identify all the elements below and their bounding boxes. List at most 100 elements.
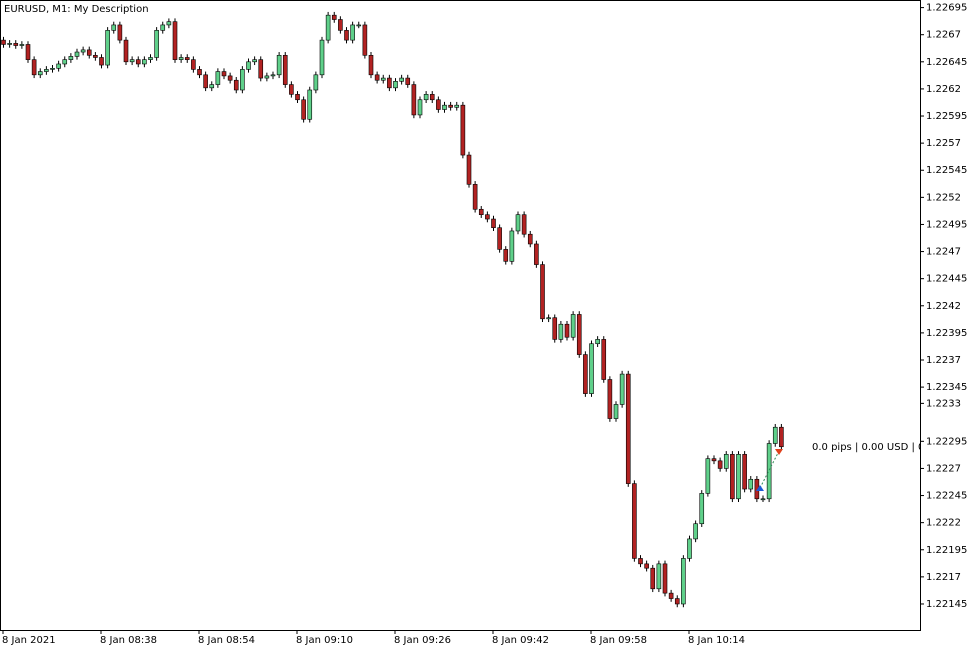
candle-body	[80, 49, 86, 53]
candle-body	[503, 249, 509, 262]
candle-body	[246, 61, 251, 70]
y-tick-label: 1.22645	[926, 57, 967, 68]
candle-body	[632, 483, 637, 559]
y-tick-label: 1.22445	[926, 274, 967, 285]
candle-body	[485, 214, 490, 220]
y-tick-label: 1.2233	[926, 398, 961, 409]
candle-body	[160, 24, 166, 31]
candle-body	[625, 373, 631, 484]
candle-body	[19, 44, 25, 46]
candle-body	[258, 59, 264, 79]
candle-body	[393, 81, 398, 89]
y-tick-label: 1.2247	[926, 247, 961, 258]
candle-body	[509, 230, 515, 262]
candle-body	[93, 55, 98, 58]
candle-body	[460, 104, 466, 156]
candle-body	[184, 57, 190, 60]
y-tick-label: 1.2217	[926, 572, 961, 583]
candle-body	[478, 208, 484, 215]
y-tick-label: 1.22295	[926, 436, 967, 447]
candle-body	[129, 59, 135, 63]
candle-body	[748, 478, 754, 490]
candle-body	[172, 21, 178, 60]
trade-annotation: 0.0 pips | 0.00 USD | 0.0%	[812, 442, 943, 453]
candle-body	[374, 74, 380, 81]
candle-body	[448, 104, 453, 108]
candle-body	[362, 24, 368, 56]
candle-body	[521, 214, 527, 235]
candle-body	[497, 227, 502, 250]
candle-body	[607, 379, 613, 419]
candle-body	[178, 57, 184, 60]
candle-body	[31, 59, 37, 76]
y-tick-label: 1.2262	[926, 84, 961, 95]
candle-body	[209, 84, 215, 89]
candle-body	[331, 14, 337, 20]
trade-markers: 0.0 pips | 0.00 USD | 0.0%	[756, 442, 943, 491]
candle-body	[662, 563, 668, 594]
candle-body	[252, 59, 257, 63]
candle-body	[154, 30, 159, 58]
candle-body	[619, 373, 625, 405]
candle-body	[583, 354, 588, 394]
plot-frame	[0, 0, 921, 631]
candle-body	[527, 233, 533, 245]
candle-body	[552, 317, 558, 340]
candle-body	[674, 598, 680, 605]
candle-body	[454, 104, 460, 108]
x-tick-label: 8 Jan 08:38	[100, 635, 157, 646]
y-tick-label: 1.22695	[926, 3, 967, 14]
chart-title: EURUSD, M1: My Description	[4, 4, 149, 15]
candle-body	[25, 44, 31, 60]
candle-body	[313, 74, 319, 91]
x-tick-label: 8 Jan 10:14	[688, 635, 745, 646]
candle-body	[546, 317, 551, 320]
y-tick-label: 1.22595	[926, 111, 967, 122]
candle-body	[576, 314, 582, 355]
candle-body	[650, 567, 656, 590]
candle-body	[570, 314, 576, 338]
trade-line	[759, 450, 780, 489]
candle-body	[760, 498, 766, 501]
y-tick-label: 1.22145	[926, 599, 967, 610]
candle-body	[380, 77, 386, 81]
candle-body	[638, 558, 643, 565]
candle-body	[723, 454, 729, 469]
sell-arrow	[775, 449, 783, 455]
x-tick-label: 8 Jan 09:26	[394, 635, 451, 646]
candle-body	[423, 94, 429, 101]
candle-body	[601, 339, 607, 380]
candle-body	[240, 69, 245, 91]
candle-body	[779, 426, 784, 448]
candle-body	[515, 214, 521, 232]
candle-body	[644, 563, 649, 569]
y-tick-label: 1.22195	[926, 545, 967, 556]
candle-body	[56, 63, 61, 69]
candle-body	[301, 99, 306, 120]
candle-body	[417, 99, 423, 116]
candle-body	[1, 39, 6, 45]
y-tick-label: 1.22495	[926, 219, 967, 230]
candle-body	[399, 77, 404, 82]
candle-body	[442, 104, 447, 110]
candles	[1, 11, 784, 608]
candle-body	[717, 460, 723, 469]
y-tick-label: 1.22545	[926, 165, 967, 176]
candle-body	[687, 538, 692, 559]
y-tick-label: 1.2227	[926, 463, 961, 474]
candle-body	[730, 454, 735, 500]
candle-body	[7, 43, 12, 45]
candle-body	[613, 404, 619, 419]
candle-body	[319, 39, 325, 76]
y-tick-label: 1.22395	[926, 328, 967, 339]
candle-body	[436, 99, 441, 110]
candle-body	[86, 49, 92, 56]
x-tick-label: 8 Jan 2021	[2, 635, 56, 646]
candle-body	[344, 30, 349, 41]
candle-body	[282, 55, 288, 85]
candle-body	[338, 19, 343, 31]
x-tick-label: 8 Jan 09:58	[590, 635, 647, 646]
candle-body	[711, 458, 717, 462]
